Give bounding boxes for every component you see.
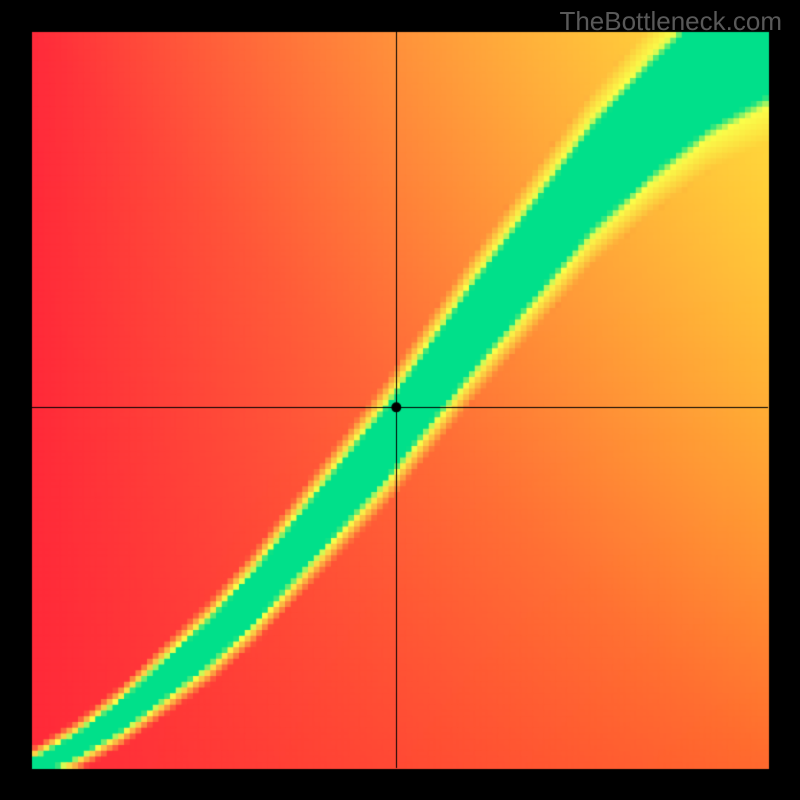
watermark-text: TheBottleneck.com xyxy=(559,6,782,37)
heatmap-canvas xyxy=(0,0,800,800)
chart-stage: { "watermark": { "text": "TheBottleneck.… xyxy=(0,0,800,800)
